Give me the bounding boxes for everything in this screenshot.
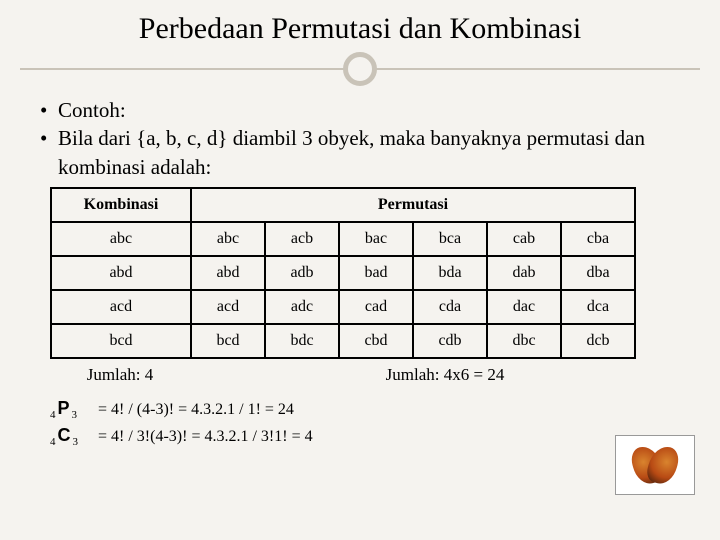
table-cell: cad [339,290,413,324]
table-cell: cbd [339,324,413,358]
divider-line-right [375,68,700,70]
bullet-item: Bila dari {a, b, c, d} diambil 3 obyek, … [40,124,700,181]
table-cell: bac [339,222,413,256]
notation-r: 3 [73,434,79,451]
summary-row: Jumlah: 4 Jumlah: 4x6 = 24 [50,365,700,385]
table-cell: dac [487,290,561,324]
table-row: abd abd adb bad bda dab dba [51,256,635,290]
table-cell: acb [265,222,339,256]
formula-combination: 4 C 3 = 4! / 3!(4-3)! = 4.3.2.1 / 3!1! =… [50,422,700,449]
table-cell: dca [561,290,635,324]
table-cell: bcd [51,324,191,358]
butterfly-icon [615,435,695,495]
table-cell: cab [487,222,561,256]
table-cell: bdc [265,324,339,358]
comparison-table: Kombinasi Permutasi abc abc acb bac bca … [50,187,636,359]
table-row: abc abc acb bac bca cab cba [51,222,635,256]
table-cell: cdb [413,324,487,358]
table-cell: bad [339,256,413,290]
title-divider [20,52,700,86]
notation-n: 4 [50,434,56,451]
table-cell: bcd [191,324,265,358]
table-cell: cda [413,290,487,324]
divider-circle-icon [343,52,377,86]
table-cell: abd [191,256,265,290]
divider-line-left [20,68,345,70]
table-cell: acd [191,290,265,324]
table-cell: abc [191,222,265,256]
notation-symbol: C [58,422,71,449]
summary-kombinasi: Jumlah: 4 [50,365,190,385]
bullet-item: Contoh: [40,96,700,124]
formula-text: = 4! / (4-3)! = 4.3.2.1 / 1! = 24 [98,398,294,422]
table-header-kombinasi: Kombinasi [51,188,191,222]
table-cell: dba [561,256,635,290]
formulas-block: 4 P 3 = 4! / (4-3)! = 4.3.2.1 / 1! = 24 … [50,395,700,449]
summary-permutasi: Jumlah: 4x6 = 24 [190,365,700,385]
notation-r: 3 [72,407,78,424]
permutation-notation: 4 P 3 [50,395,98,422]
table-cell: cba [561,222,635,256]
table-cell: dbc [487,324,561,358]
formula-text: = 4! / 3!(4-3)! = 4.3.2.1 / 3!1! = 4 [98,425,313,449]
formula-permutation: 4 P 3 = 4! / (4-3)! = 4.3.2.1 / 1! = 24 [50,395,700,422]
table-row: bcd bcd bdc cbd cdb dbc dcb [51,324,635,358]
table-cell: acd [51,290,191,324]
table-cell: abc [51,222,191,256]
table-cell: adb [265,256,339,290]
table-header-permutasi: Permutasi [191,188,635,222]
table-cell: dab [487,256,561,290]
combination-notation: 4 C 3 [50,422,98,449]
table-row: acd acd adc cad cda dac dca [51,290,635,324]
table-cell: dcb [561,324,635,358]
table-cell: adc [265,290,339,324]
notation-symbol: P [58,395,70,422]
table-cell: bda [413,256,487,290]
bullet-list: Contoh: Bila dari {a, b, c, d} diambil 3… [40,96,700,181]
table-cell: bca [413,222,487,256]
notation-n: 4 [50,407,56,424]
page-title: Perbedaan Permutasi dan Kombinasi [20,12,700,46]
table-cell: abd [51,256,191,290]
